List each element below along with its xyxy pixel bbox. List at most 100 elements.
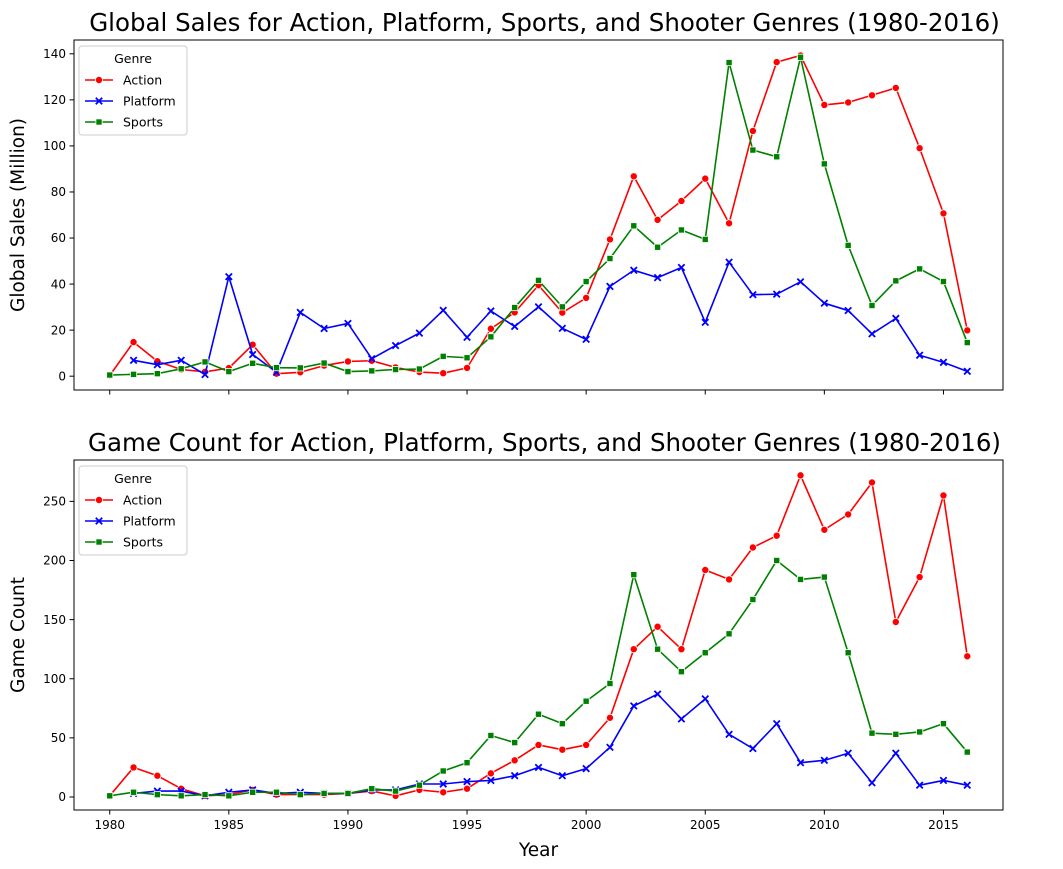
data-point [916, 265, 924, 273]
data-point [939, 720, 947, 728]
data-point [606, 679, 614, 687]
data-point [486, 769, 495, 778]
data-point [534, 303, 543, 311]
x-tick-label: 2005 [690, 818, 721, 832]
legend-marker [95, 538, 103, 546]
data-point [510, 322, 519, 331]
data-point [249, 359, 257, 367]
data-point [320, 789, 328, 797]
data-point [868, 329, 876, 338]
x-tick-label: 1990 [333, 818, 364, 832]
data-point [749, 146, 757, 154]
data-point [367, 356, 376, 365]
data-point [177, 365, 185, 373]
data-point [844, 241, 852, 249]
legend-entry: Sports [123, 535, 163, 550]
data-point [629, 702, 638, 710]
data-point [820, 100, 829, 109]
data-point [892, 277, 900, 285]
data-point [701, 318, 710, 327]
data-point [558, 745, 567, 754]
data-point [891, 314, 900, 323]
data-point [296, 791, 304, 799]
data-point [463, 784, 472, 793]
data-point [797, 575, 805, 583]
data-point [606, 743, 614, 752]
data-point [772, 531, 781, 540]
series-platform [129, 258, 972, 379]
data-point [868, 301, 876, 309]
data-point [820, 756, 829, 765]
legend-entry: Platform [123, 94, 176, 109]
data-point [439, 369, 448, 378]
data-point [225, 368, 233, 376]
data-point [653, 215, 662, 224]
data-point [725, 575, 734, 584]
y-tick-label: 40 [51, 277, 66, 291]
data-point [629, 266, 638, 275]
chart-title: Global Sales for Action, Platform, Sport… [89, 8, 1000, 37]
data-point [820, 160, 828, 168]
data-point [487, 307, 495, 315]
data-point [677, 668, 685, 676]
data-point [844, 510, 853, 519]
data-point [343, 357, 352, 366]
data-point [129, 763, 138, 772]
data-point [915, 351, 924, 360]
data-point [392, 787, 400, 795]
series-line [133, 693, 968, 797]
y-tick-label: 0 [58, 369, 66, 383]
data-point [772, 58, 781, 67]
data-point [106, 371, 114, 379]
y-tick-label: 60 [51, 231, 66, 245]
data-point [463, 363, 472, 372]
legend-marker [95, 517, 103, 525]
data-point [392, 366, 400, 374]
y-tick-label: 140 [43, 47, 66, 61]
data-point [677, 715, 686, 723]
data-point [701, 565, 710, 574]
series-action [105, 51, 972, 380]
data-point [677, 645, 686, 654]
x-tick-label: 2015 [928, 818, 959, 832]
data-point [773, 557, 781, 565]
legend-marker [95, 76, 104, 85]
data-point [701, 235, 709, 243]
legend-box [78, 45, 188, 136]
y-axis-label: Global Sales (Million) [8, 118, 29, 312]
series-line [109, 56, 969, 376]
data-point [463, 759, 471, 767]
data-point [487, 333, 495, 341]
data-point [867, 478, 876, 487]
data-point [439, 788, 448, 797]
data-point [320, 324, 328, 333]
data-point [129, 338, 138, 347]
data-point [535, 276, 543, 284]
data-point [796, 277, 805, 286]
data-point [153, 791, 161, 799]
data-point [868, 778, 876, 787]
legend-title: Genre [114, 51, 152, 66]
y-axis-label: Game Count [8, 577, 29, 693]
data-point [463, 777, 471, 786]
data-point [844, 649, 852, 657]
data-point [891, 617, 900, 626]
chart-title: Game Count for Action, Platform, Sports,… [88, 428, 1001, 457]
data-point [939, 358, 948, 367]
data-point [344, 368, 352, 376]
data-point [344, 319, 352, 328]
subplot-2: Game Count for Action, Platform, Sports,… [8, 428, 1004, 861]
data-point [820, 525, 829, 534]
data-point [558, 771, 567, 780]
data-point [939, 209, 948, 218]
data-point [963, 748, 971, 756]
data-point [415, 329, 424, 337]
data-point [320, 359, 328, 367]
series-sports [106, 53, 971, 379]
data-point [916, 728, 924, 736]
data-point [772, 290, 781, 299]
legend-title: Genre [114, 471, 152, 486]
data-point [391, 341, 400, 350]
data-point [558, 324, 567, 333]
y-tick-label: 120 [43, 93, 66, 107]
